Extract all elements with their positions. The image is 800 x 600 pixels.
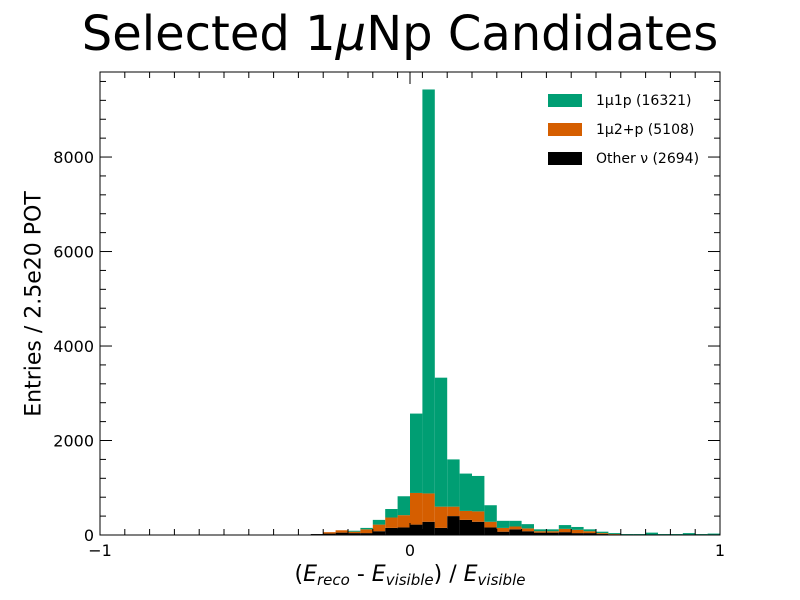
x-axis-label: (Ereco - Evisible) / Evisible: [294, 562, 526, 589]
x-tick-label: −1: [88, 541, 112, 560]
histogram-bar: [459, 519, 472, 535]
histogram-bar: [521, 528, 534, 532]
histogram-bar: [323, 533, 336, 535]
histogram-bar: [397, 527, 410, 535]
histogram-bar: [546, 529, 559, 532]
histogram-bar: [348, 533, 361, 535]
histogram-bar: [447, 516, 460, 535]
histogram-bar: [410, 524, 423, 535]
histogram-bar: [571, 526, 584, 530]
histogram-bar: [484, 521, 497, 528]
histogram-bar: [410, 492, 423, 525]
x-tick-label: 1: [715, 541, 725, 560]
histogram-bar: [434, 527, 448, 535]
y-tick-label: 0: [84, 526, 94, 545]
y-tick-label: 2000: [53, 432, 94, 451]
histogram-bar: [323, 532, 336, 534]
histogram-bar: [546, 531, 559, 533]
histogram-bar: [360, 527, 373, 530]
legend-entry: 1μ2+p (5108): [548, 115, 699, 144]
histogram-bar: [422, 521, 435, 535]
histogram-bar: [348, 531, 361, 534]
histogram-bar: [484, 505, 497, 522]
histogram-bar: [558, 528, 572, 533]
histogram-bar: [546, 532, 559, 535]
histogram-bar: [558, 525, 572, 529]
legend-entry: 1μ1p (16321): [548, 86, 699, 115]
histogram-bar: [583, 531, 596, 534]
histogram-bar: [422, 89, 435, 494]
y-axis-label: Entries / 2.5e20 POT: [21, 191, 47, 417]
histogram-bar: [472, 511, 485, 522]
histogram-bar: [596, 531, 609, 534]
legend-label: Other ν (2694): [596, 150, 700, 167]
histogram-bar: [335, 530, 348, 533]
histogram-bar: [472, 521, 485, 535]
histogram-bar: [496, 527, 510, 532]
legend-label: 1μ1p (16321): [596, 92, 692, 109]
histogram-bar: [534, 531, 547, 533]
histogram-bar: [496, 531, 510, 535]
histogram-bar: [534, 532, 547, 535]
histogram-bar: [360, 529, 373, 534]
axis-ticks: [99, 72, 721, 536]
histogram-bar: [682, 533, 696, 535]
histogram-bar: [521, 531, 534, 535]
legend-label: 1μ2+p (5108): [596, 121, 695, 138]
chart-legend: 1μ1p (16321) 1μ2+p (5108) Other ν (2694): [548, 86, 699, 173]
histogram-bar: [596, 533, 609, 535]
histogram-bar: [608, 533, 621, 535]
y-tick-label: 6000: [53, 243, 94, 262]
histogram-bar: [385, 527, 398, 535]
histogram-bar: [335, 532, 348, 535]
histogram-bar: [509, 520, 522, 527]
histogram-bar: [397, 515, 410, 528]
histogram-bar: [385, 517, 398, 528]
legend-swatch: [548, 123, 582, 136]
x-tick-label: 0: [405, 541, 415, 560]
histogram-bar: [348, 530, 361, 532]
histogram-bar: [707, 533, 720, 535]
histogram-bar: [496, 520, 510, 528]
histogram-bar: [571, 529, 584, 534]
histogram-bar: [459, 473, 472, 511]
histogram-bar: [422, 493, 435, 522]
histogram-bar: [459, 510, 472, 520]
histogram-bar: [447, 459, 460, 507]
histogram-bar: [534, 529, 547, 532]
histogram-bar: [484, 527, 497, 535]
histogram-bar: [372, 531, 386, 535]
y-tick-label: 8000: [53, 148, 94, 167]
histogram-bar: [410, 413, 423, 493]
histogram-bar: [360, 533, 373, 535]
histogram-bar: [397, 496, 410, 516]
histogram-bar: [434, 506, 448, 528]
histogram-bar: [372, 519, 386, 525]
histogram-bar: [509, 526, 522, 530]
y-tick-label: 4000: [53, 337, 94, 356]
histogram-bar: [472, 475, 485, 512]
histogram-bars: [310, 89, 720, 535]
legend-entry: Other ν (2694): [548, 144, 699, 173]
legend-swatch: [548, 152, 582, 165]
histogram-bar: [385, 509, 398, 518]
histogram-bar: [558, 532, 572, 535]
chart-title: Selected 1μNp Candidates: [81, 6, 719, 62]
histogram-bar: [583, 533, 596, 535]
histogram-bar: [583, 529, 596, 532]
histogram-bar: [372, 524, 386, 532]
histogram-bar: [645, 532, 658, 535]
histogram-bar: [447, 506, 460, 517]
legend-swatch: [548, 94, 582, 107]
histogram-bar: [521, 524, 534, 529]
histogram-bar: [571, 533, 584, 535]
plot-frame: [99, 71, 721, 536]
histogram-bar: [509, 529, 522, 535]
histogram-bar: [434, 377, 448, 507]
